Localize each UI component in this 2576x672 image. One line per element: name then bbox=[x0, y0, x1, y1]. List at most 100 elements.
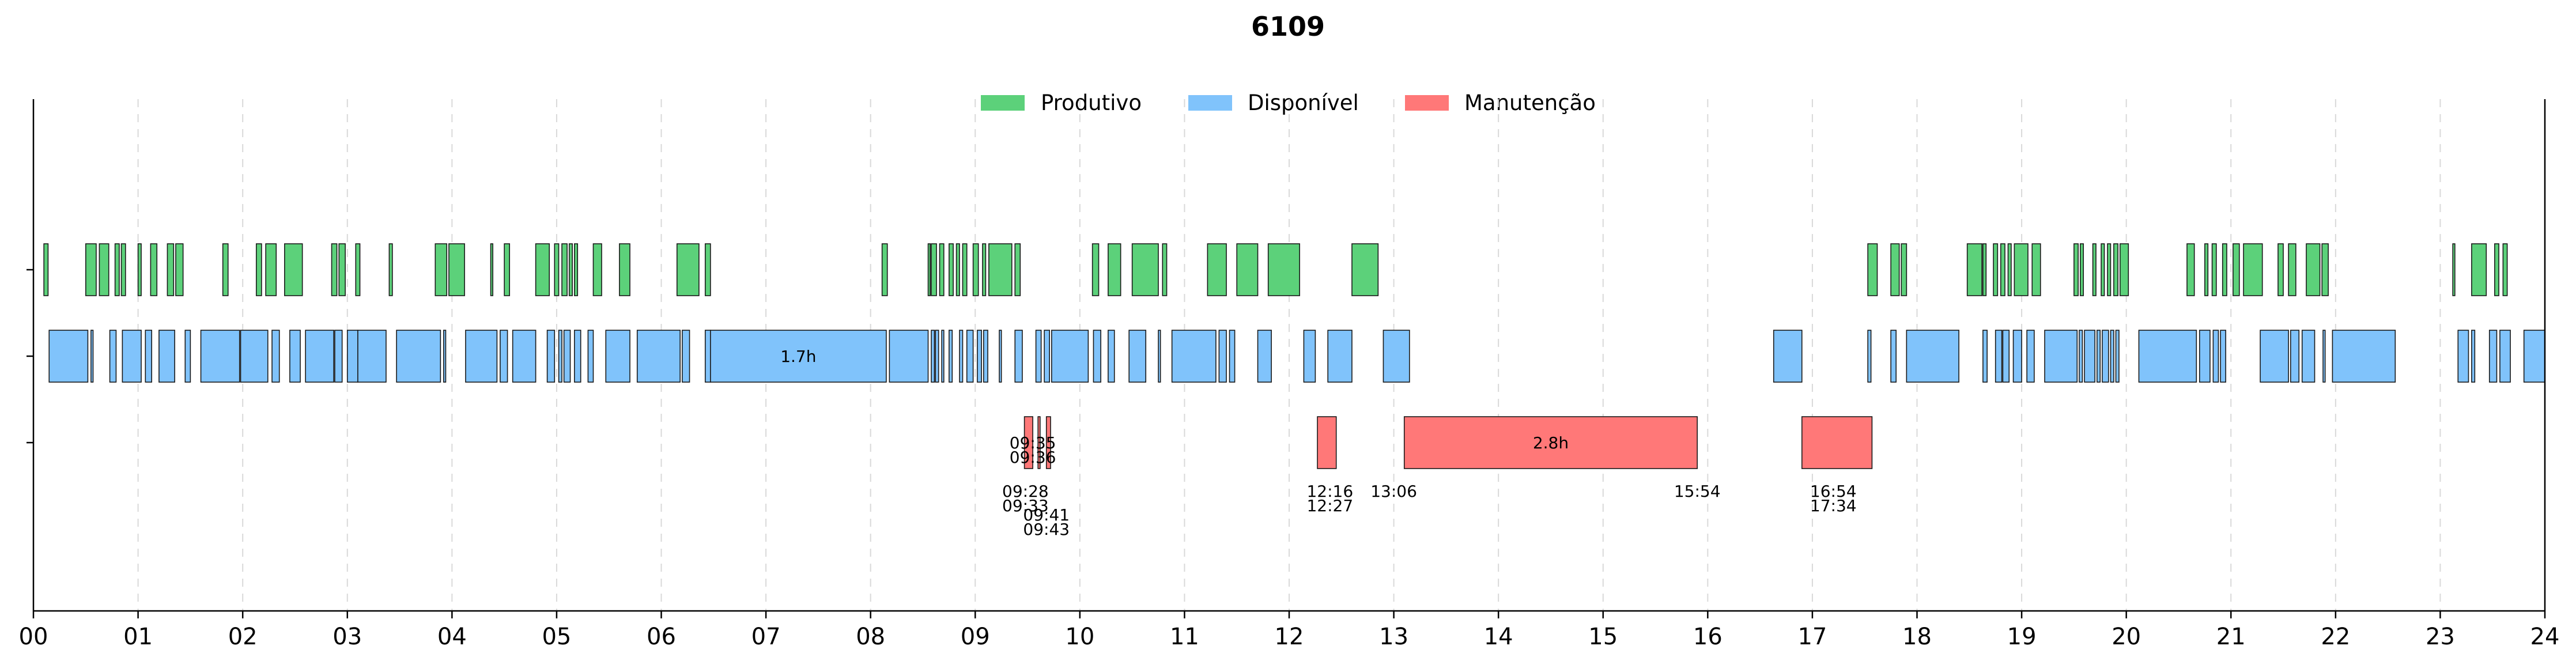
timeline-bar bbox=[200, 330, 240, 383]
timeline-bar bbox=[2220, 330, 2226, 383]
timeline-bar bbox=[2290, 330, 2300, 383]
timeline-bar bbox=[949, 330, 953, 383]
time-label: 09:35 bbox=[1010, 433, 1056, 452]
timeline-bar bbox=[983, 330, 988, 383]
timeline-bar bbox=[2102, 330, 2109, 383]
time-label: 09:43 bbox=[1023, 520, 1070, 539]
legend: Produtivo Disponível Manutenção bbox=[981, 90, 1596, 115]
timeline-bar bbox=[2107, 243, 2112, 296]
timeline-bar bbox=[587, 330, 594, 383]
x-tick-label: 09 bbox=[961, 624, 990, 650]
timeline-bar bbox=[558, 330, 562, 383]
timeline-bar bbox=[1207, 243, 1227, 296]
timeline-bar bbox=[2301, 330, 2316, 383]
timeline-bar bbox=[619, 243, 630, 296]
timeline-bar bbox=[1890, 243, 1900, 296]
timeline-bar bbox=[1091, 243, 1100, 296]
timeline-bar bbox=[271, 330, 280, 383]
timeline-bar bbox=[2119, 243, 2129, 296]
time-label: 16:54 bbox=[1810, 482, 1857, 501]
x-tick-label: 13 bbox=[1379, 624, 1408, 650]
timeline-bar bbox=[1906, 330, 1959, 383]
timeline-bar bbox=[120, 243, 126, 296]
timeline-bar bbox=[1317, 416, 1337, 469]
timeline-bar bbox=[289, 330, 301, 383]
timeline-bar bbox=[955, 243, 960, 296]
timeline-bar bbox=[2079, 243, 2084, 296]
timeline-bar bbox=[2321, 243, 2329, 296]
time-label: 09:41 bbox=[1023, 505, 1070, 524]
legend-item-manutencao: Manutenção bbox=[1405, 90, 1596, 115]
timeline-bar bbox=[1108, 243, 1121, 296]
timeline-bar bbox=[636, 330, 681, 383]
timeline-bar bbox=[1035, 330, 1042, 383]
timeline-bar bbox=[2243, 243, 2263, 296]
timeline-bar bbox=[2014, 243, 2029, 296]
timeline-bar bbox=[2113, 243, 2118, 296]
time-label: 09:36 bbox=[1010, 448, 1056, 467]
timeline-bar bbox=[2002, 330, 2010, 383]
timeline-bar bbox=[1044, 330, 1050, 383]
timeline-bar bbox=[535, 243, 550, 296]
x-tick-label: 00 bbox=[19, 624, 48, 650]
timeline-bar bbox=[1995, 330, 2003, 383]
x-tick-label: 02 bbox=[228, 624, 258, 650]
timeline-bar bbox=[988, 243, 1013, 296]
timeline-bar bbox=[2488, 330, 2498, 383]
legend-item-produtivo: Produtivo bbox=[981, 90, 1142, 115]
timeline-bar bbox=[2138, 330, 2197, 383]
timeline-bar bbox=[959, 330, 964, 383]
legend-label-produtivo: Produtivo bbox=[1041, 90, 1142, 115]
legend-swatch-produtivo bbox=[981, 95, 1025, 111]
timeline-bar bbox=[500, 330, 508, 383]
timeline-bar bbox=[150, 243, 158, 296]
timeline-bar bbox=[931, 243, 937, 296]
timeline-bar bbox=[568, 243, 573, 296]
timeline-bar bbox=[435, 243, 448, 296]
timeline-bar bbox=[355, 243, 361, 296]
timeline-bar bbox=[255, 243, 262, 296]
timeline-bar bbox=[941, 330, 945, 383]
timeline-bar bbox=[710, 330, 887, 383]
timeline-bar bbox=[90, 330, 94, 383]
timeline-bar bbox=[2502, 243, 2508, 296]
x-tick-label: 08 bbox=[856, 624, 885, 650]
timeline-bar bbox=[114, 243, 120, 296]
x-tick-label: 24 bbox=[2530, 624, 2560, 650]
timeline-bar bbox=[2101, 243, 2105, 296]
grid-lines bbox=[137, 99, 2441, 611]
timeline-bar bbox=[2097, 330, 2101, 383]
timeline-bar bbox=[265, 243, 277, 296]
timeline-bar bbox=[592, 243, 602, 296]
time-label: 09:28 bbox=[1002, 482, 1049, 501]
timeline-bar bbox=[357, 330, 387, 383]
timeline-bar bbox=[1045, 416, 1051, 469]
legend-swatch-disponivel bbox=[1188, 95, 1232, 111]
timeline-bar bbox=[2499, 330, 2511, 383]
timeline-bar bbox=[184, 330, 191, 383]
x-tick-label: 17 bbox=[1797, 624, 1827, 650]
timeline-bar bbox=[48, 330, 89, 383]
timeline-bar bbox=[2471, 243, 2487, 296]
timeline-bar bbox=[573, 243, 579, 296]
timeline-bar bbox=[2452, 243, 2456, 296]
timeline-bar bbox=[972, 243, 979, 296]
timeline-bar bbox=[605, 330, 630, 383]
x-tick-label: 04 bbox=[437, 624, 467, 650]
timeline-bar bbox=[1982, 330, 1988, 383]
timeline-bar bbox=[334, 330, 343, 383]
timeline-bar bbox=[2211, 243, 2217, 296]
timeline-bar bbox=[504, 243, 511, 296]
timeline-bar bbox=[1257, 330, 1272, 383]
timeline-bar bbox=[137, 243, 142, 296]
timeline-bar bbox=[2457, 330, 2469, 383]
timeline-bar bbox=[2199, 330, 2211, 383]
timeline-bar bbox=[2523, 330, 2545, 383]
x-tick-label: 11 bbox=[1170, 624, 1199, 650]
timeline-bar bbox=[2277, 243, 2284, 296]
timeline-bar bbox=[676, 243, 700, 296]
timeline-bar bbox=[175, 243, 184, 296]
timeline-bar bbox=[563, 330, 571, 383]
timeline-bar bbox=[1014, 243, 1021, 296]
